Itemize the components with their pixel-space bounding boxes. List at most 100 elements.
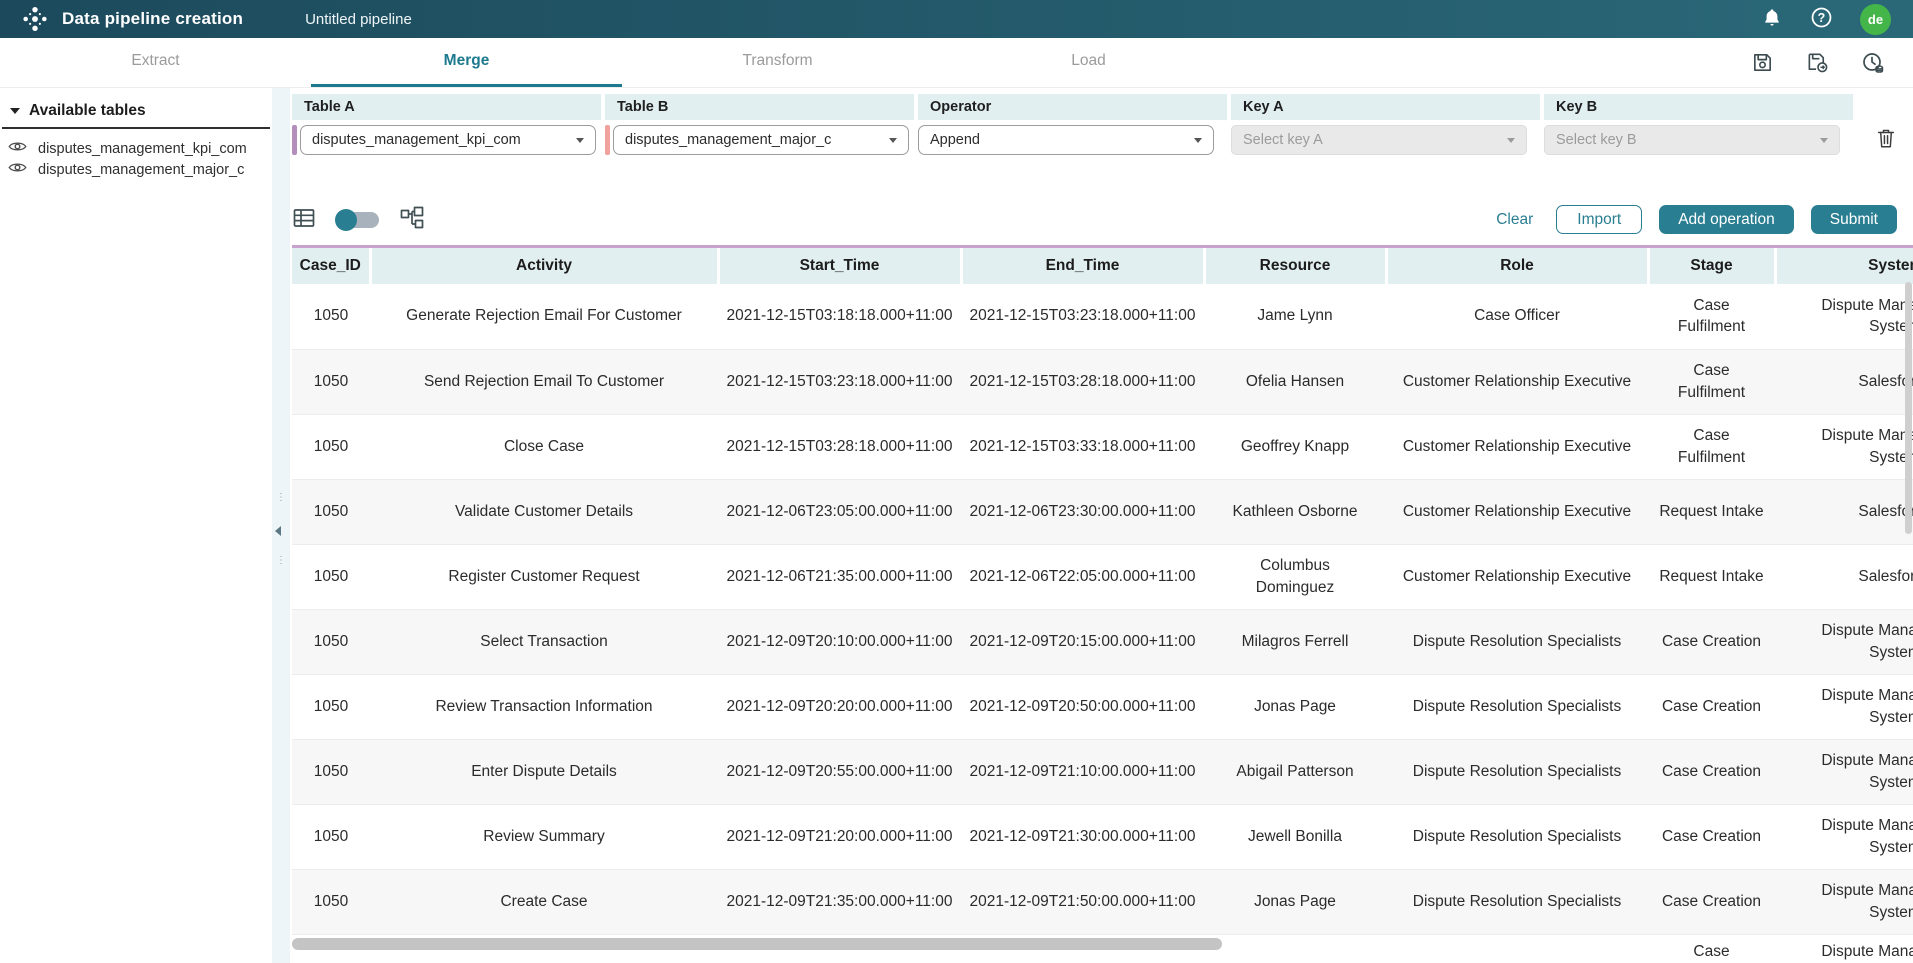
preview-toolbar: Clear Import Add operation Submit [292,205,1913,234]
help-button[interactable]: ? [1809,5,1834,33]
table-cell: Salesforce [1775,349,1913,414]
chevron-down-icon [1194,138,1202,143]
config-header-key-a: Key A [1231,94,1540,120]
table-cell: 1050 [292,544,370,609]
save-icon [1751,51,1774,74]
table-cell: Request Intake [1648,479,1775,544]
avatar[interactable]: de [1860,4,1891,35]
column-header: System [1775,248,1913,284]
view-toggle[interactable] [337,212,379,228]
table-b-select[interactable]: disputes_management_major_c [613,125,909,155]
table-cell: 2021-12-06T23:30:00.000+11:00 [961,479,1204,544]
logo-icon [22,6,48,32]
clear-button[interactable]: Clear [1490,207,1539,233]
table-row[interactable]: 1050Select Transaction2021-12-09T20:10:0… [292,609,1913,674]
table-cell: Ofelia Hansen [1204,349,1386,414]
table-cell: Salesforce [1775,479,1913,544]
table-cell: 1050 [292,479,370,544]
drag-grip-icon[interactable]: ⋮ [276,493,286,503]
table-row[interactable]: 1050Generate Rejection Email For Custome… [292,284,1913,349]
table-cell: 1050 [292,869,370,934]
tab-merge[interactable]: Merge [311,38,622,87]
table-cell: 2021-12-09T21:30:00.000+11:00 [961,804,1204,869]
table-view-button[interactable] [292,206,316,233]
history-button[interactable] [1861,51,1885,75]
notifications-button[interactable] [1761,7,1783,32]
table-row[interactable]: 1050Enter Dispute Details2021-12-09T20:5… [292,739,1913,804]
table-cell: Case Fulfilment [1648,349,1775,414]
table-cell: Case Creation [1648,869,1775,934]
eye-icon[interactable] [8,161,27,179]
table-cell: 2021-12-09T20:20:00.000+11:00 [718,674,961,739]
app-window: Data pipeline creation Untitled pipeline… [0,0,1913,963]
history-icon [1861,51,1885,75]
table-cell: 2021-12-09T20:10:00.000+11:00 [718,609,961,674]
table-row[interactable]: 1050Review Summary2021-12-09T21:20:00.00… [292,804,1913,869]
table-cell: Dispute Management System [1775,869,1913,934]
table-row[interactable]: 1050Close Case2021-12-15T03:28:18.000+11… [292,414,1913,479]
table-row[interactable]: 1050Send Rejection Email To Customer2021… [292,349,1913,414]
table-cell: 2021-12-06T23:05:00.000+11:00 [718,479,961,544]
table-list-item[interactable]: disputes_management_major_c [8,159,266,180]
column-header: Role [1386,248,1648,284]
save-button[interactable] [1751,51,1774,74]
table-cell: Case Creation [1648,674,1775,739]
chevron-down-icon [889,138,897,143]
table-row[interactable]: 1050Review Transaction Information2021-1… [292,674,1913,739]
flow-view-button[interactable] [400,206,424,233]
key-b-select[interactable]: Select key B [1544,125,1840,155]
add-operation-button[interactable]: Add operation [1659,205,1794,234]
operator-select[interactable]: Append [918,125,1214,155]
table-cell: Case Fulfilment [1648,284,1775,349]
table-cell: Geoffrey Knapp [1204,414,1386,479]
preview-table-container: Case_IDActivityStart_TimeEnd_TimeResourc… [292,245,1913,962]
drag-grip-icon[interactable]: ⋮ [276,556,286,566]
table-cell: Case Officer [1386,284,1648,349]
table-cell: Abigail Patterson [1204,739,1386,804]
table-cell: 2021-12-09T20:55:00.000+11:00 [718,739,961,804]
table-cell: Dispute Management [1775,934,1913,962]
table-cell: 2021-12-15T03:28:18.000+11:00 [718,414,961,479]
config-header-operator: Operator [918,94,1227,120]
eye-icon[interactable] [8,140,27,158]
collapse-panel-icon[interactable] [275,526,281,536]
bell-icon [1761,7,1783,32]
table-row[interactable]: 1050Register Customer Request2021-12-06T… [292,544,1913,609]
table-header-row: Case_IDActivityStart_TimeEnd_TimeResourc… [292,248,1913,284]
table-name-label: disputes_management_major_c [38,162,244,178]
tab-extract[interactable]: Extract [0,38,311,87]
tab-load[interactable]: Load [933,38,1244,87]
key-a-select[interactable]: Select key A [1231,125,1527,155]
horizontal-scrollbar[interactable] [292,938,1222,950]
table-list-item[interactable]: disputes_management_kpi_com [8,138,266,159]
submit-button[interactable]: Submit [1811,205,1897,234]
toggle-knob [335,209,357,231]
tab-transform[interactable]: Transform [622,38,933,87]
table-a-select[interactable]: disputes_management_kpi_com [300,125,596,155]
merge-config-row: disputes_management_kpi_com disputes_man… [292,125,1913,155]
table-cell: Case Creation [1648,804,1775,869]
table-cell: 1050 [292,349,370,414]
tabbar: Extract Merge Transform Load [0,38,1913,88]
trash-icon [1875,139,1897,154]
delete-operation-button[interactable] [1875,126,1897,154]
table-cell: Customer Relationship Executive [1386,544,1648,609]
panel-splitter[interactable]: ⋮ ⋮ [272,88,290,963]
save-as-button[interactable] [1806,51,1829,74]
table-cell: 2021-12-15T03:23:18.000+11:00 [961,284,1204,349]
collapse-caret-icon[interactable] [10,108,20,114]
table-cell: Kathleen Osborne [1204,479,1386,544]
table-row[interactable]: 1050Create Case2021-12-09T21:35:00.000+1… [292,869,1913,934]
table-cell: 2021-12-15T03:23:18.000+11:00 [718,349,961,414]
table-cell: Customer Relationship Executive [1386,349,1648,414]
table-row[interactable]: 1050Validate Customer Details2021-12-06T… [292,479,1913,544]
table-cell: Send Rejection Email To Customer [370,349,718,414]
table-cell: 2021-12-15T03:18:18.000+11:00 [718,284,961,349]
import-button[interactable]: Import [1556,205,1642,234]
table-cell: 2021-12-09T21:50:00.000+11:00 [961,869,1204,934]
table-cell: Dispute Management System [1775,739,1913,804]
vertical-scrollbar[interactable] [1905,282,1912,534]
table-cell: Customer Relationship Executive [1386,414,1648,479]
config-header-table-a: Table A [292,94,601,120]
table-cell: 2021-12-09T21:35:00.000+11:00 [718,869,961,934]
